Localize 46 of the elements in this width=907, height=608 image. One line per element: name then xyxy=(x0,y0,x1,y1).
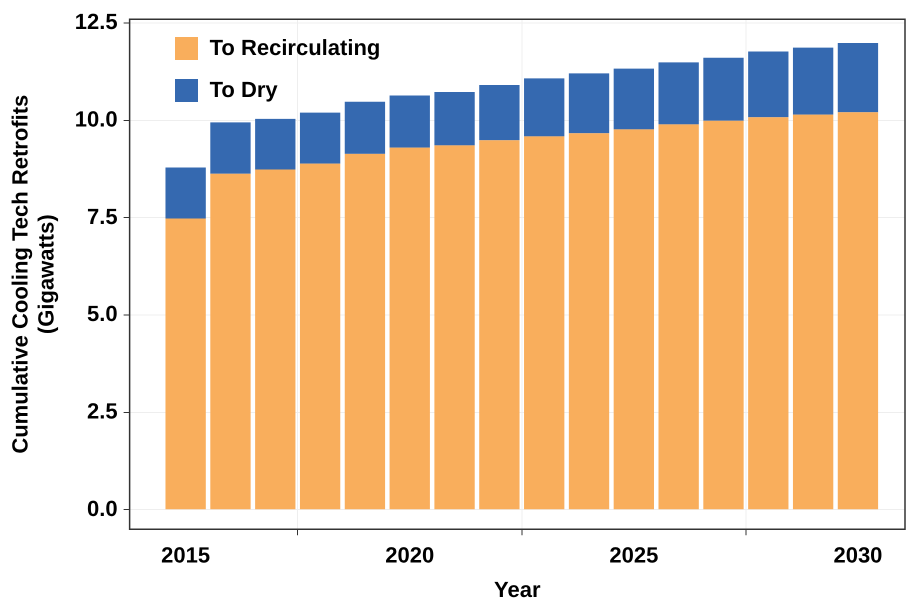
bar xyxy=(434,92,475,146)
bar xyxy=(838,112,878,510)
bar xyxy=(255,118,296,170)
y-tick-label: 12.5 xyxy=(74,9,118,34)
bar xyxy=(210,122,251,174)
x-tick-label: 2020 xyxy=(385,542,434,568)
y-tick-label: 0.0 xyxy=(87,496,118,521)
bar xyxy=(344,102,386,154)
bar xyxy=(524,136,564,510)
bar xyxy=(479,84,520,140)
bar xyxy=(568,133,610,510)
bar xyxy=(255,169,296,510)
y-axis-title: Cumulative Cooling Tech Retrofits (Gigawatts) xyxy=(7,94,59,454)
bar xyxy=(792,48,834,115)
legend-label: To Recirculating xyxy=(210,35,380,62)
legend-label: To Dry xyxy=(210,77,278,104)
bar xyxy=(703,120,744,510)
bar xyxy=(748,52,788,118)
y-tick-label: 10.0 xyxy=(74,106,118,132)
bar xyxy=(434,145,475,510)
bar xyxy=(300,164,340,510)
bar xyxy=(210,174,251,510)
y-tick-label: 2.5 xyxy=(87,398,118,424)
y-tick-label: 7.5 xyxy=(87,204,118,229)
bar xyxy=(658,124,699,510)
x-tick-label: 2015 xyxy=(161,542,210,568)
bar xyxy=(165,168,206,219)
bar xyxy=(614,129,654,510)
x-tick-label: 2025 xyxy=(609,542,658,568)
x-tick-label: 2030 xyxy=(833,542,882,568)
x-axis-title: Year xyxy=(494,576,541,602)
bar xyxy=(390,96,430,148)
bar xyxy=(390,148,430,510)
bar xyxy=(568,73,610,134)
bar xyxy=(524,78,564,136)
bar xyxy=(792,114,834,510)
bar xyxy=(748,117,788,510)
bar xyxy=(703,58,744,121)
bar xyxy=(658,62,699,124)
bar xyxy=(165,218,206,510)
bar xyxy=(344,154,386,510)
bar xyxy=(300,112,340,164)
bar xyxy=(614,68,654,130)
bar xyxy=(479,140,520,510)
y-tick-label: 5.0 xyxy=(87,301,118,326)
bar xyxy=(838,42,878,112)
